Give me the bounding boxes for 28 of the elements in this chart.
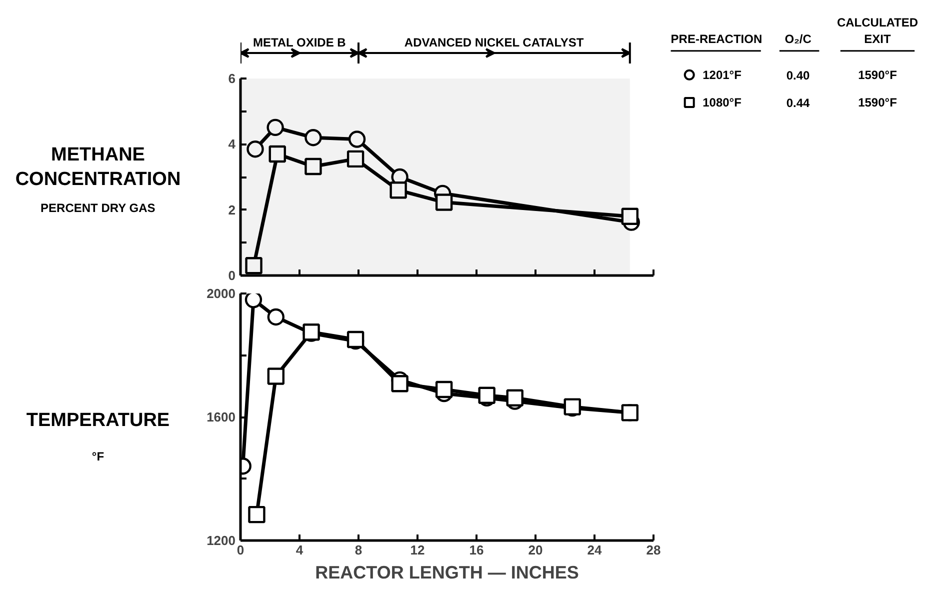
text: 0.40 — [786, 68, 810, 82]
text: 1590°F — [858, 96, 897, 110]
y-axis-title: TEMPERATURE °F — [26, 410, 170, 464]
y-axis-title: METHANE CONCENTRATION PERCENT DRY GAS — [15, 144, 181, 216]
text: O₂/C — [784, 32, 812, 46]
y-tick-label: 4 — [228, 136, 236, 152]
text: CALCULATED EXIT — [836, 15, 918, 46]
x-tick-label: 24 — [587, 542, 602, 558]
y-tick-label: 6 — [228, 71, 236, 86]
y-tick-label: 2000 — [206, 286, 236, 301]
x-tick-label: 12 — [410, 542, 425, 558]
x-tick-label: 8 — [354, 542, 362, 558]
y-tick-label: 1600 — [206, 410, 236, 424]
legend-label: 1080°F — [702, 96, 742, 110]
x-tick-label: 20 — [528, 542, 543, 558]
band-label: ADVANCED NICKEL CATALYST — [404, 36, 584, 50]
y-tick-label: 2 — [228, 202, 236, 218]
legend-title: PRE-REACTION — [670, 32, 762, 46]
y-tick-label: 0 — [228, 268, 236, 283]
x-tick-label: 16 — [469, 542, 484, 558]
text: 0.44 — [786, 96, 810, 110]
x-tick-label: 4 — [296, 542, 304, 558]
x-tick-label: 28 — [646, 542, 661, 558]
x-axis-title: REACTOR LENGTH — INCHES — [315, 562, 579, 582]
y-tick-label: 1200 — [206, 533, 236, 548]
legend-label: 1201°F — [702, 68, 742, 82]
text: 1590°F — [858, 68, 897, 82]
band-label: METAL OXIDE B — [252, 36, 346, 50]
